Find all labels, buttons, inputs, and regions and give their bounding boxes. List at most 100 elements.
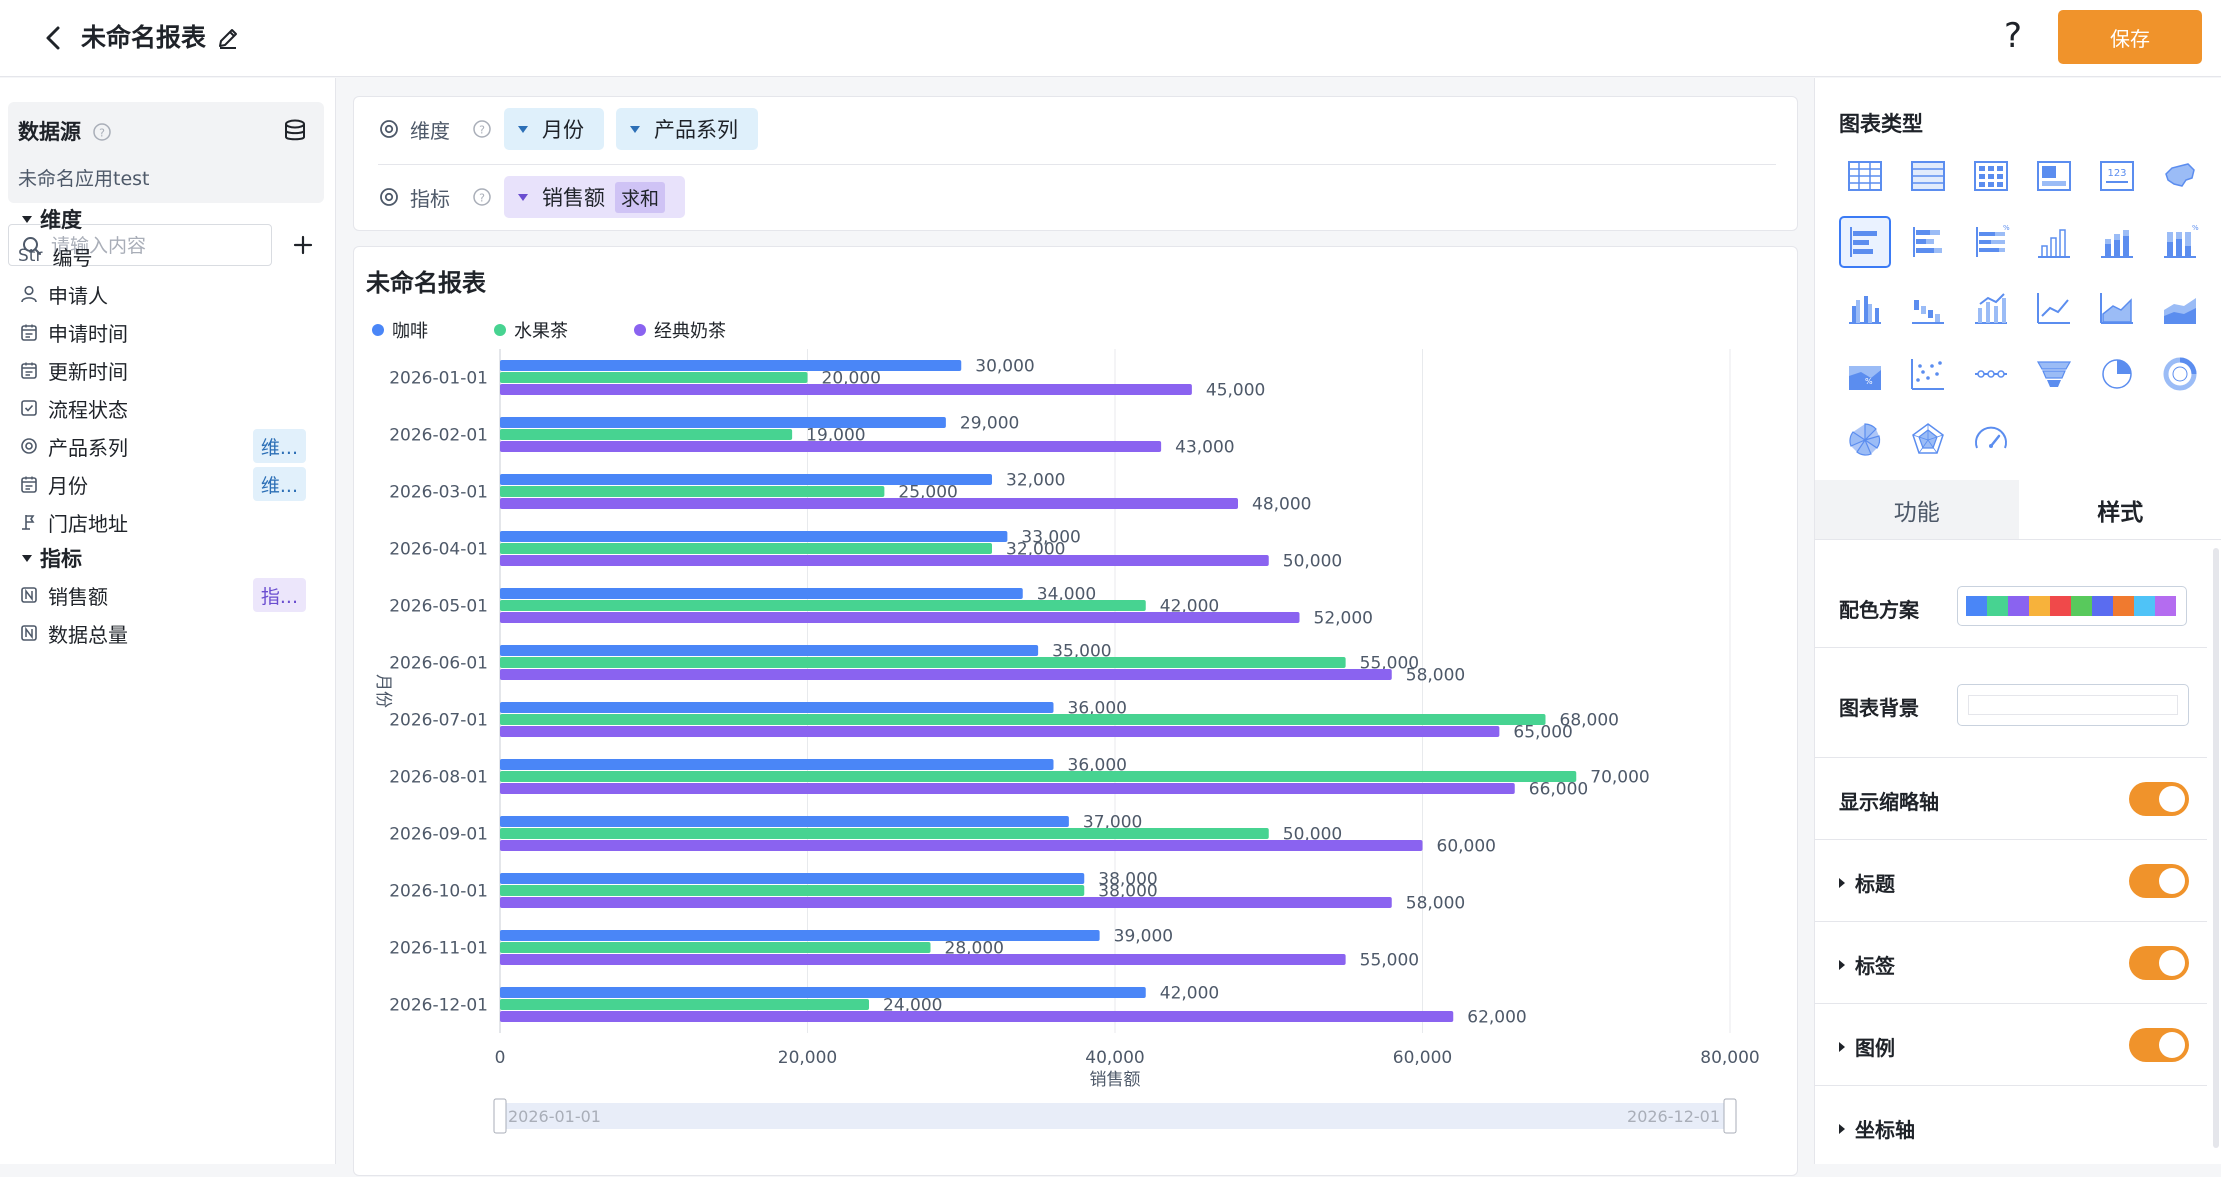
setting-expander[interactable]: 标题	[1839, 868, 1895, 897]
toggle-legend[interactable]	[2129, 1028, 2189, 1062]
legend-item-fruit-tea[interactable]: 水果茶	[494, 317, 568, 343]
chart-type-number-card[interactable]: 123	[2091, 150, 2143, 202]
chart-type-stacked-area[interactable]	[2154, 282, 2206, 334]
edit-pencil-icon[interactable]	[214, 24, 242, 52]
indicator-config-label: 指标	[410, 183, 450, 212]
svg-text:?: ?	[479, 124, 485, 137]
chart-type-percent-area[interactable]: %	[1839, 348, 1891, 400]
toggle-label[interactable]	[2129, 946, 2189, 980]
field-item-applicant[interactable]: 申请人	[18, 274, 320, 314]
chart-type-funnel-chart[interactable]	[2028, 348, 2080, 400]
bar	[500, 657, 1346, 668]
bar	[500, 669, 1392, 680]
dimension-pill-product-series[interactable]: 产品系列	[616, 108, 758, 150]
bar	[500, 360, 961, 371]
chart-type-table-chart[interactable]	[1839, 150, 1891, 202]
bar	[500, 783, 1515, 794]
help-circle-icon[interactable]: ?	[92, 122, 112, 142]
location-icon	[18, 511, 40, 533]
toggle-show-zoom-axis[interactable]	[2129, 782, 2189, 816]
chart-type-radar-chart[interactable]	[1902, 414, 1954, 466]
chart-type-area-chart[interactable]	[2091, 282, 2143, 334]
setting-color-scheme: 配色方案	[1815, 566, 2207, 648]
setting-label: 配色方案	[1839, 594, 1919, 623]
data-label: 45,000	[1206, 381, 1265, 401]
setting-chart-background: 图表背景	[1815, 648, 2207, 758]
chart-background-picker[interactable]	[1957, 684, 2189, 726]
chart-type-stacked-column[interactable]	[2091, 216, 2143, 268]
setting-label: 显示缩略轴	[1839, 786, 1939, 815]
chart-type-scatter-chart[interactable]	[1902, 348, 1954, 400]
zoom-end-label: 2026-12-01	[1627, 1107, 1720, 1126]
indicator-pill-sales[interactable]: 销售额求和	[504, 176, 685, 218]
target-icon	[378, 186, 400, 208]
string-icon: Str	[18, 246, 42, 266]
svg-text:?: ?	[99, 127, 105, 140]
zoom-start-label: 2026-01-01	[508, 1107, 601, 1126]
tab-function[interactable]: 功能	[1815, 480, 2019, 539]
chart-type-map-chart[interactable]	[2154, 150, 2206, 202]
field-tag-dimension: 维...	[253, 467, 306, 501]
legend-item-coffee[interactable]: 咖啡	[372, 317, 428, 343]
legend-item-milk-tea[interactable]: 经典奶茶	[634, 317, 726, 343]
back-arrow-icon[interactable]	[36, 20, 72, 56]
tab-style[interactable]: 样式	[2019, 480, 2221, 539]
chart-type-stacked-horizontal-bar[interactable]	[1902, 216, 1954, 268]
field-item-sales[interactable]: 销售额指...	[18, 575, 320, 615]
checkbox-icon	[18, 397, 40, 419]
chart-type-pie-chart[interactable]	[2091, 348, 2143, 400]
horizontal-bar-icon	[1845, 222, 1885, 262]
help-circle-icon[interactable]: ?	[472, 119, 492, 139]
field-item-flow-status[interactable]: 流程状态	[18, 388, 320, 428]
indicator-group-header[interactable]: 指标	[22, 543, 82, 573]
settings-scrollbar[interactable]	[2213, 548, 2219, 1148]
field-label: 申请人	[48, 280, 108, 309]
field-item-update-time[interactable]: 更新时间	[18, 350, 320, 390]
svg-text:?: ?	[479, 192, 485, 205]
data-label: 52,000	[1314, 609, 1373, 629]
dimension-group-header[interactable]: 维度	[22, 204, 82, 234]
calendar-icon	[18, 321, 40, 343]
chart-type-grouped-column[interactable]	[1839, 282, 1891, 334]
chart-type-percent-column[interactable]: %	[2154, 216, 2206, 268]
toggle-title[interactable]	[2129, 864, 2189, 898]
chart-type-timeline[interactable]	[1965, 348, 2017, 400]
top-header: 未命名报表 ? 保存	[0, 0, 2221, 77]
color-scheme-picker[interactable]	[1957, 586, 2187, 626]
field-item-apply-time[interactable]: 申请时间	[18, 312, 320, 352]
chart-type-dashboard-card[interactable]	[2028, 150, 2080, 202]
field-item-store-address[interactable]: 门店地址	[18, 502, 320, 542]
field-item-month[interactable]: 月份维...	[18, 464, 320, 504]
field-label: 门店地址	[48, 508, 128, 537]
help-circle-icon[interactable]: ?	[472, 187, 492, 207]
dimension-config-row: 维度 ? 月份 产品系列	[378, 107, 770, 151]
chart-type-waterfall[interactable]	[1902, 282, 1954, 334]
donut-chart-icon	[2160, 354, 2200, 394]
setting-expander[interactable]: 标签	[1839, 950, 1895, 979]
help-icon[interactable]: ?	[2004, 16, 2022, 56]
chart-type-column-chart[interactable]	[2028, 216, 2080, 268]
chart-type-list-table[interactable]	[1902, 150, 1954, 202]
field-item-data-count[interactable]: 数据总量	[18, 613, 320, 653]
chart-type-horizontal-bar[interactable]	[1839, 216, 1891, 268]
chart-type-bar-line-combo[interactable]	[1965, 282, 2017, 334]
dimension-pill-month[interactable]: 月份	[504, 108, 604, 150]
calendar-icon	[18, 473, 40, 495]
chart-type-percent-horizontal-bar[interactable]: %	[1965, 216, 2017, 268]
save-button[interactable]: 保存	[2058, 10, 2202, 64]
chart-type-donut-chart[interactable]	[2154, 348, 2206, 400]
setting-expander[interactable]: 坐标轴	[1839, 1114, 1915, 1143]
field-item-product-series[interactable]: 产品系列维...	[18, 426, 320, 466]
bar	[500, 885, 1084, 896]
bar	[500, 759, 1054, 770]
chart-type-pivot-table[interactable]	[1965, 150, 2017, 202]
palette-swatch	[2050, 596, 2071, 616]
chart-type-gauge-chart[interactable]	[1965, 414, 2017, 466]
setting-expander[interactable]: 图例	[1839, 1032, 1895, 1061]
chart-config-panel: 维度 ? 月份 产品系列 指标 ? 销售额求和	[353, 96, 1798, 231]
chart-type-rose-chart[interactable]	[1839, 414, 1891, 466]
bar	[500, 999, 869, 1010]
chart-type-line-chart[interactable]	[2028, 282, 2080, 334]
database-icon[interactable]	[282, 118, 308, 144]
